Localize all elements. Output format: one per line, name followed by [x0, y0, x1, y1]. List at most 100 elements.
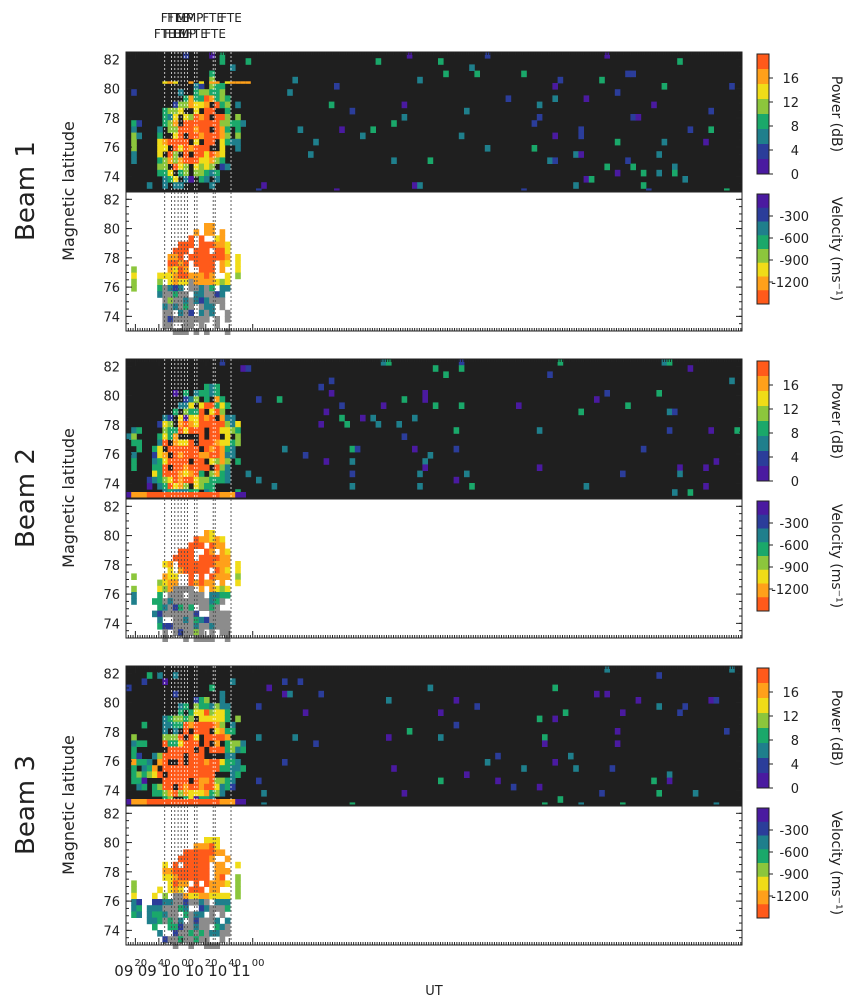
power-cell — [219, 163, 226, 171]
power-cell — [204, 176, 210, 183]
ground-scatter-cell — [204, 598, 210, 605]
ground-scatter-cell — [178, 303, 184, 311]
power-cell — [193, 107, 200, 115]
power-cell — [198, 765, 205, 772]
colorbar-swatch — [757, 84, 769, 100]
power-cell — [230, 721, 236, 729]
velocity-cell — [224, 855, 231, 863]
power-cell — [183, 145, 189, 152]
power-cell — [178, 414, 184, 422]
power-cell — [131, 439, 137, 447]
velocity-cell — [183, 272, 189, 280]
colorbar-swatch — [757, 290, 769, 305]
velocity-cell — [183, 849, 189, 856]
velocity-cell — [193, 886, 200, 894]
power-cell — [453, 445, 460, 453]
y-tick-label: 76 — [103, 895, 120, 910]
ground-scatter-cell — [183, 309, 189, 317]
power-cell — [188, 95, 194, 102]
power-cell — [214, 703, 220, 710]
power-cell — [131, 433, 137, 440]
power-cell — [224, 759, 231, 766]
power-cell — [214, 464, 220, 471]
power-cell — [209, 746, 215, 754]
power-cell — [131, 752, 137, 760]
velocity-cell — [188, 604, 194, 611]
power-cell — [214, 715, 220, 723]
power-cell — [198, 759, 205, 766]
power-cell — [152, 765, 158, 772]
ground-scatter-cell — [172, 899, 179, 906]
velocity-cell — [183, 554, 189, 562]
velocity-cell — [162, 604, 168, 611]
power-cell — [521, 70, 527, 78]
power-cell — [167, 476, 174, 484]
y-tick-label: 78 — [103, 112, 120, 127]
velocity-cell — [198, 285, 205, 292]
power-cell — [209, 709, 215, 716]
power-cell — [198, 777, 205, 785]
power-cell — [219, 402, 226, 409]
power-cell — [172, 746, 179, 754]
power-cell — [214, 439, 220, 447]
power-cell — [183, 771, 189, 778]
power-cell — [198, 414, 205, 422]
power-cell — [396, 421, 402, 428]
power-cell — [172, 176, 179, 183]
ground-scatter-cell — [167, 610, 174, 618]
velocity-cell — [172, 278, 179, 286]
power-cell — [620, 709, 626, 716]
colorbar-swatch — [757, 376, 769, 392]
power-cell — [245, 365, 252, 372]
power-cell — [214, 83, 220, 90]
power-cell — [136, 799, 142, 805]
power-cell — [318, 383, 324, 391]
power-cell — [339, 414, 345, 422]
ground-scatter-cell — [183, 930, 189, 937]
ground-scatter-cell — [214, 905, 220, 912]
ground-scatter-cell — [209, 942, 215, 949]
power-cell — [235, 101, 241, 109]
colorbar-swatch — [757, 391, 769, 407]
power-cell — [703, 483, 709, 490]
velocity-cell — [188, 849, 194, 856]
power-cell — [162, 169, 168, 177]
power-cell — [219, 464, 226, 471]
velocity-cell — [219, 874, 226, 881]
colorbar-tick-label: 12 — [782, 710, 799, 725]
ground-scatter-cell — [209, 291, 215, 298]
power-cell — [224, 95, 231, 102]
power-cell — [412, 414, 418, 422]
velocity-cell — [188, 561, 194, 568]
power-cell — [183, 126, 189, 133]
velocity-cell — [193, 868, 200, 875]
ground-scatter-cell — [178, 623, 184, 630]
power-cell — [204, 715, 210, 723]
power-cell — [183, 728, 189, 735]
velocity-cell — [183, 868, 189, 875]
power-cell — [224, 470, 231, 478]
power-cell — [193, 452, 200, 459]
velocity-cell — [183, 905, 189, 912]
power-cell — [417, 182, 423, 189]
power-cell — [193, 101, 200, 109]
power-cell — [198, 176, 205, 183]
power-cell — [230, 783, 236, 791]
colorbar-tick-label: -1200 — [771, 276, 809, 291]
power-cell — [162, 138, 168, 146]
power-cell — [219, 759, 226, 766]
power-cell — [204, 697, 210, 704]
velocity-cell — [219, 254, 226, 261]
velocity-cell — [193, 272, 200, 280]
power-cell — [198, 746, 205, 754]
velocity-cell — [204, 229, 210, 236]
power-cell — [240, 120, 246, 127]
power-cell — [224, 752, 231, 760]
velocity-cell — [157, 899, 163, 906]
power-cell — [235, 439, 241, 447]
power-cell — [172, 132, 179, 140]
power-cell — [209, 95, 215, 102]
power-cell — [178, 427, 184, 434]
